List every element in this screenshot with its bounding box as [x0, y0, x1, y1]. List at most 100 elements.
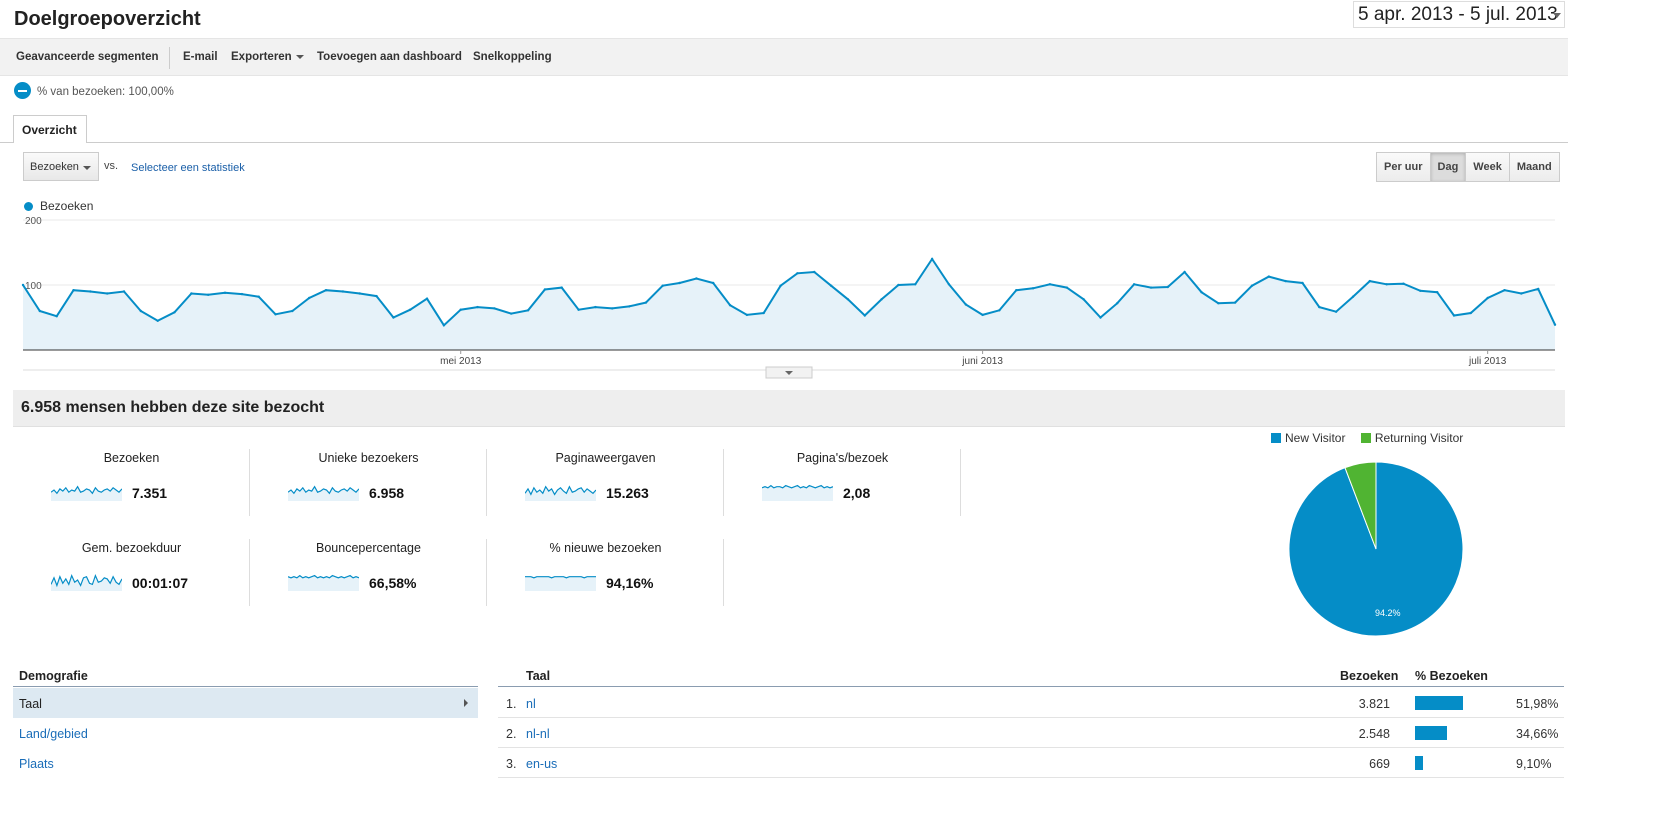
- demografie-item-plaats[interactable]: Plaats: [13, 748, 478, 778]
- data-point[interactable]: [1082, 298, 1085, 301]
- data-point[interactable]: [1217, 302, 1220, 305]
- data-point[interactable]: [1250, 284, 1254, 287]
- data-point[interactable]: [1351, 295, 1355, 298]
- segment-toggle-icon[interactable]: [14, 82, 31, 99]
- data-point[interactable]: [813, 270, 816, 274]
- data-point[interactable]: [1116, 302, 1119, 305]
- data-point[interactable]: [1048, 283, 1052, 286]
- data-point[interactable]: [493, 307, 496, 310]
- data-point[interactable]: [308, 296, 311, 300]
- legend-returning-visitor[interactable]: Returning Visitor: [1374, 431, 1464, 445]
- data-point[interactable]: [1520, 292, 1523, 295]
- shortcut-button[interactable]: Snelkoppeling: [473, 51, 552, 63]
- pie-slice-returning-visitor[interactable]: [1344, 461, 1377, 550]
- data-point[interactable]: [947, 283, 951, 286]
- data-point[interactable]: [1368, 279, 1372, 283]
- data-point[interactable]: [442, 324, 446, 327]
- demografie-item-land-gebied[interactable]: Land/gebied: [13, 718, 478, 748]
- data-point[interactable]: [611, 307, 614, 310]
- metric-bezoeken[interactable]: Bezoeken 7.351: [13, 451, 250, 519]
- data-point[interactable]: [846, 298, 850, 301]
- column-header-pct-bezoeken[interactable]: % Bezoeken: [1415, 669, 1488, 683]
- data-point[interactable]: [728, 304, 732, 307]
- data-point[interactable]: [1486, 296, 1489, 300]
- data-point[interactable]: [644, 301, 648, 304]
- data-point[interactable]: [55, 315, 58, 318]
- granularity-per-uur-button[interactable]: Per uur: [1376, 152, 1431, 182]
- data-point[interactable]: [274, 313, 277, 316]
- data-point[interactable]: [627, 305, 631, 308]
- data-point[interactable]: [998, 309, 1001, 312]
- data-point[interactable]: [156, 319, 159, 322]
- data-point[interactable]: [1301, 281, 1304, 285]
- data-point[interactable]: [964, 303, 967, 306]
- data-point[interactable]: [1233, 301, 1237, 304]
- data-point[interactable]: [1031, 287, 1035, 290]
- data-point[interactable]: [1284, 279, 1287, 283]
- granularity-week-button[interactable]: Week: [1465, 152, 1510, 182]
- row-language-link[interactable]: en-us: [526, 757, 558, 771]
- data-point[interactable]: [661, 284, 664, 287]
- data-point[interactable]: [257, 295, 260, 298]
- data-point[interactable]: [1200, 291, 1203, 294]
- data-point[interactable]: [880, 298, 883, 301]
- granularity-maand-button[interactable]: Maand: [1508, 152, 1560, 182]
- select-metric-link[interactable]: Selecteer een statistiek: [131, 162, 245, 174]
- data-point[interactable]: [1065, 286, 1069, 289]
- data-point[interactable]: [1318, 305, 1321, 309]
- data-point[interactable]: [476, 305, 479, 309]
- column-header-taal[interactable]: Taal: [526, 669, 551, 683]
- data-point[interactable]: [324, 289, 328, 292]
- data-point[interactable]: [1452, 314, 1456, 317]
- data-point[interactable]: [1149, 286, 1153, 289]
- metric-select[interactable]: Bezoeken: [23, 152, 99, 181]
- data-point[interactable]: [341, 290, 345, 293]
- data-point[interactable]: [1015, 289, 1018, 292]
- metric-unieke-bezoekers[interactable]: Unieke bezoekers 6.958: [250, 451, 487, 519]
- tab-overzicht[interactable]: Overzicht: [13, 115, 87, 143]
- data-point[interactable]: [409, 308, 412, 311]
- data-point[interactable]: [1334, 310, 1338, 313]
- demografie-item-taal[interactable]: Taal: [13, 688, 478, 718]
- date-range-picker[interactable]: 5 apr. 2013 - 5 jul. 2013: [1353, 1, 1565, 28]
- data-point[interactable]: [745, 313, 749, 317]
- data-point[interactable]: [762, 311, 765, 315]
- data-point[interactable]: [796, 272, 799, 275]
- data-point[interactable]: [981, 313, 984, 317]
- metric-nieuwe-bezoeken[interactable]: % nieuwe bezoeken 94,16%: [487, 541, 724, 609]
- row-language-link[interactable]: nl: [526, 697, 536, 711]
- data-point[interactable]: [695, 277, 698, 280]
- data-point[interactable]: [510, 312, 513, 315]
- data-point[interactable]: [1166, 285, 1170, 289]
- data-point[interactable]: [1183, 270, 1186, 274]
- data-point[interactable]: [1436, 291, 1439, 294]
- data-point[interactable]: [139, 309, 142, 313]
- data-point[interactable]: [526, 309, 530, 312]
- data-point[interactable]: [173, 311, 176, 314]
- granularity-dag-button[interactable]: Dag: [1429, 152, 1467, 182]
- data-point[interactable]: [122, 290, 126, 293]
- legend-new-visitor[interactable]: New Visitor: [1285, 431, 1346, 445]
- data-point[interactable]: [425, 297, 429, 300]
- data-point[interactable]: [291, 309, 294, 313]
- metric-bouncepercentage[interactable]: Bouncepercentage 66,58%: [250, 541, 487, 609]
- row-language-link[interactable]: nl-nl: [526, 727, 550, 741]
- data-point[interactable]: [1553, 323, 1557, 326]
- data-point[interactable]: [863, 314, 866, 317]
- data-point[interactable]: [1132, 283, 1136, 286]
- data-point[interactable]: [712, 281, 715, 285]
- metric-gem-bezoekduur[interactable]: Gem. bezoekduur 00:01:07: [13, 541, 250, 609]
- advanced-segments-button[interactable]: Geavanceerde segmenten: [16, 51, 159, 63]
- data-point[interactable]: [779, 284, 782, 287]
- data-point[interactable]: [930, 257, 934, 261]
- data-point[interactable]: [190, 292, 193, 295]
- data-point[interactable]: [358, 292, 361, 295]
- data-point[interactable]: [38, 309, 41, 313]
- data-point[interactable]: [577, 308, 580, 311]
- data-point[interactable]: [240, 292, 244, 296]
- data-point[interactable]: [560, 286, 563, 289]
- data-point[interactable]: [1385, 283, 1388, 286]
- data-point[interactable]: [223, 291, 227, 294]
- data-point[interactable]: [1267, 275, 1271, 278]
- data-point[interactable]: [897, 283, 900, 287]
